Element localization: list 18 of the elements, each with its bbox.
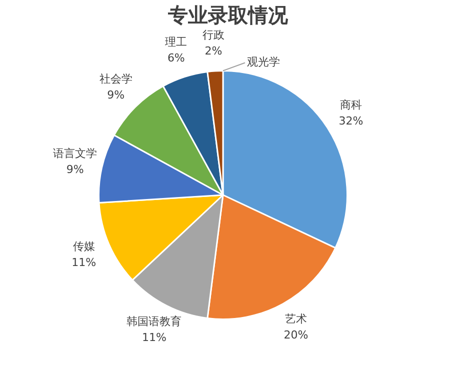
data-label: 20% <box>284 328 308 342</box>
chart-title: 专业录取情况 <box>167 3 289 28</box>
slice-label: 理工 <box>165 36 188 49</box>
data-label: 2% <box>204 44 222 58</box>
data-label: 11% <box>72 256 96 270</box>
legend-label: 观光学 <box>247 56 280 69</box>
slice-label: 传媒 <box>72 240 95 254</box>
data-label: 6% <box>167 52 185 65</box>
data-label: 32% <box>338 114 364 128</box>
slice-label: 行政 <box>202 28 224 42</box>
slice-label: 商科 <box>340 98 362 112</box>
slice-label: 社会学 <box>99 72 132 86</box>
slice-label: 韩国语教育 <box>126 314 182 328</box>
data-label: 11% <box>142 330 166 344</box>
data-label: 9% <box>66 162 84 176</box>
slice-label: 艺术 <box>285 312 308 326</box>
slice-label: 语言文学 <box>53 146 98 160</box>
data-label: 9% <box>107 88 125 102</box>
